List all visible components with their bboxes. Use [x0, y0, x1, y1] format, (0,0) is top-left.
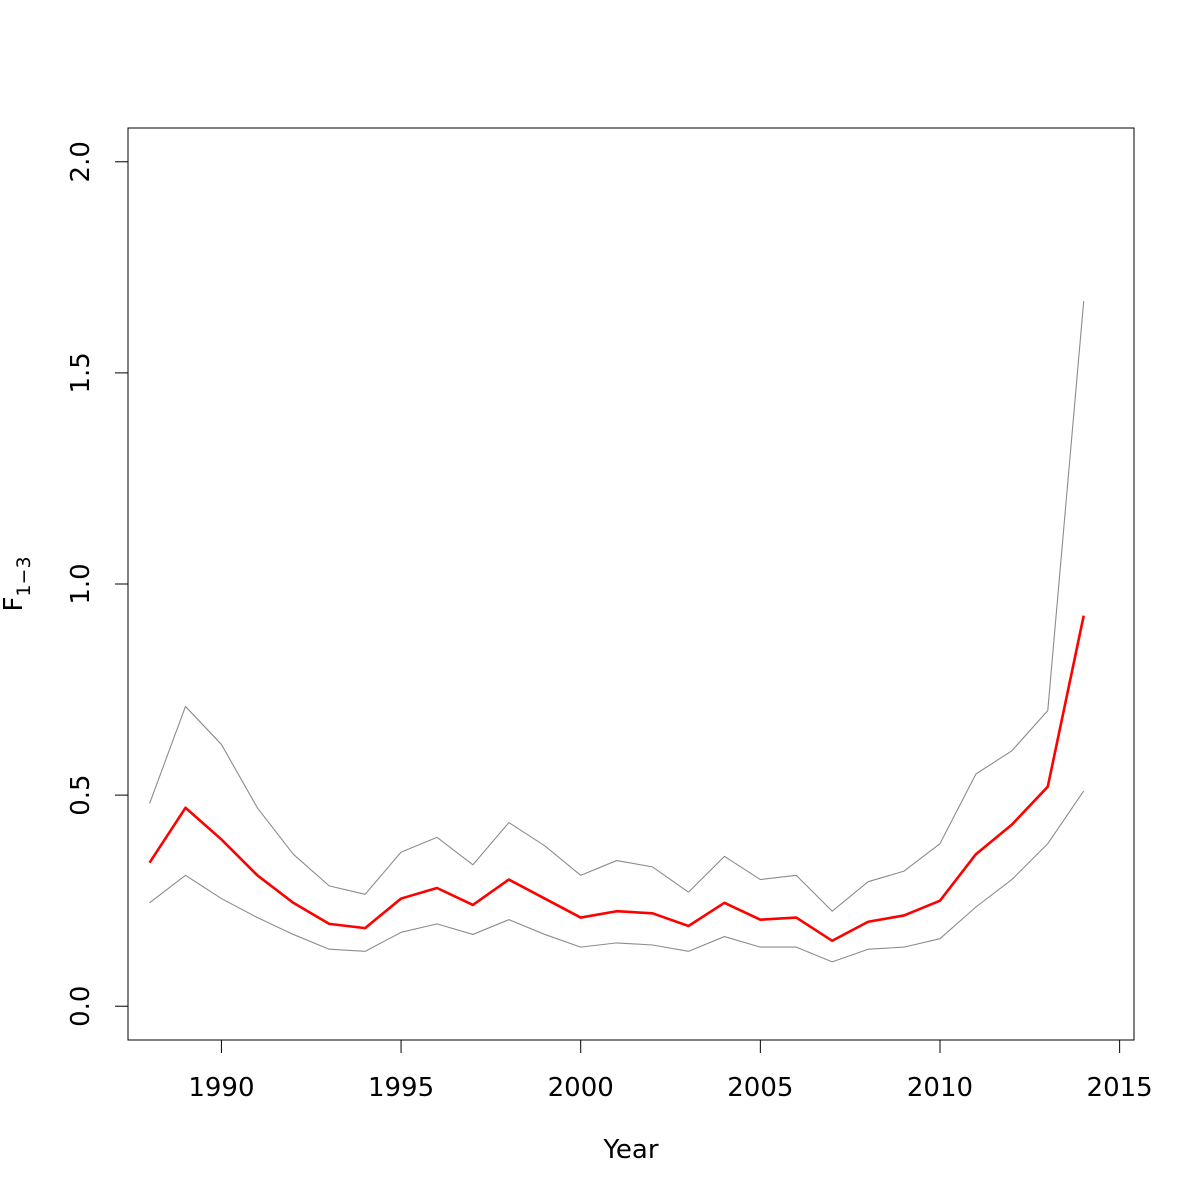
series-layer	[148, 301, 1085, 963]
y-axis: 0.0 0.5 1.0 1.5 2.0	[66, 141, 129, 1027]
x-tick-label: 2000	[548, 1073, 614, 1103]
x-axis-title: Year	[602, 1135, 658, 1165]
y-tick-label: 0.5	[66, 774, 96, 815]
series-line-lower	[149, 790, 1085, 963]
plot-frame	[127, 127, 1135, 1041]
y-axis-title: F1−3	[0, 556, 35, 611]
y-axis-title-main: F	[0, 597, 29, 612]
y-tick-label: 1.0	[66, 563, 96, 604]
x-axis: 1990 1995 2000 2005 2010 2015	[188, 1039, 1153, 1103]
y-tick-label: 0.0	[66, 986, 96, 1027]
series-line-estimate	[148, 615, 1085, 943]
x-tick-label: 1990	[188, 1073, 254, 1103]
x-tick-label: 2015	[1087, 1073, 1153, 1103]
y-tick-label: 1.5	[66, 352, 96, 393]
y-axis-title-subscript: 1−3	[13, 556, 35, 596]
series-line-upper	[149, 301, 1085, 912]
x-tick-label: 2010	[907, 1073, 973, 1103]
y-tick-label: 2.0	[66, 141, 96, 182]
x-tick-label: 2005	[727, 1073, 793, 1103]
x-tick-label: 1995	[368, 1073, 434, 1103]
